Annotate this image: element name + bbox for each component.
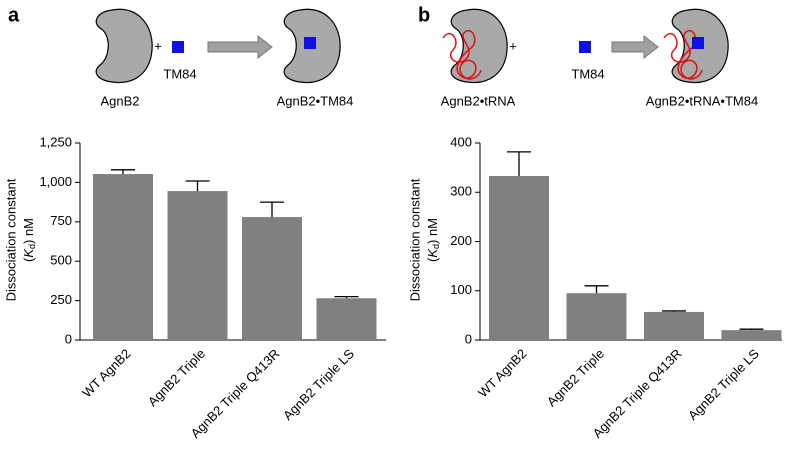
y-tick-label: 0 xyxy=(465,331,472,346)
ligand xyxy=(304,37,316,49)
error-bar xyxy=(185,180,210,192)
y-tick-label: 400 xyxy=(450,134,472,149)
y-tick-label: 0 xyxy=(65,331,72,346)
y-tick-label: 250 xyxy=(50,292,72,307)
ligand-label: TM84 xyxy=(163,66,196,81)
bar xyxy=(316,298,377,340)
y-axis-label: (Kd) nM xyxy=(425,218,441,262)
y-axis-label-part: K xyxy=(425,248,440,258)
y-axis-label-part: ) nM xyxy=(425,218,440,244)
x-tick-label: WT AgnB2 xyxy=(79,346,133,400)
left-label: AgnB2•tRNA xyxy=(441,93,516,108)
y-axis-label-part: K xyxy=(21,248,36,258)
x-tick-label: AgnB2 Triple xyxy=(544,346,607,409)
error-bar xyxy=(507,151,531,176)
panel-letter: a xyxy=(8,4,20,26)
x-tick-label: WT AgnB2 xyxy=(475,346,529,400)
x-tick-label: AgnB2 Triple LS xyxy=(280,346,357,423)
y-axis-label-part: d xyxy=(431,244,441,249)
error-bar xyxy=(584,285,609,294)
error-bar xyxy=(662,310,686,312)
x-tick-label: AgnB2 Triple xyxy=(145,346,208,409)
y-axis-label: Dissociation constant xyxy=(3,178,18,301)
panel-letter: b xyxy=(418,4,430,26)
x-tick-label: AgnB2 Triple Q413R xyxy=(590,346,685,441)
ligand xyxy=(579,41,591,53)
y-tick-label: 750 xyxy=(50,213,72,228)
arrow xyxy=(611,34,659,60)
bar xyxy=(566,293,627,340)
y-axis-label-part: d xyxy=(27,244,37,249)
error-bar xyxy=(111,169,135,175)
error-bar xyxy=(260,201,284,218)
protein-shape xyxy=(450,8,508,84)
y-tick-label: 300 xyxy=(450,184,472,199)
trna xyxy=(442,29,482,80)
bar xyxy=(242,217,302,340)
arrow xyxy=(207,34,273,60)
bar xyxy=(93,174,153,340)
bar xyxy=(721,330,782,340)
y-tick-label: 1,250 xyxy=(39,134,72,149)
y-tick-label: 1,000 xyxy=(39,174,72,189)
y-tick-label: 500 xyxy=(50,253,72,268)
ligand-label: TM84 xyxy=(571,66,604,81)
x-tick-label: AgnB2 Triple LS xyxy=(685,346,762,423)
y-axis-label-part: ( xyxy=(425,257,440,262)
y-axis-label-part: ) nM xyxy=(21,218,36,244)
right-label: AgnB2•TM84 xyxy=(277,93,354,108)
ligand xyxy=(172,41,184,53)
bar xyxy=(644,311,704,340)
ligand xyxy=(692,37,704,49)
y-axis-label-part: ( xyxy=(21,257,36,262)
bar xyxy=(167,191,228,340)
bar xyxy=(489,175,549,340)
plus-sign: + xyxy=(509,38,517,53)
y-axis-label: (Kd) nM xyxy=(21,218,37,262)
plus-sign: + xyxy=(154,38,162,53)
y-tick-label: 200 xyxy=(450,233,472,248)
error-bar xyxy=(334,296,359,299)
right-label: AgnB2•tRNA•TM84 xyxy=(646,93,758,108)
protein-shape xyxy=(95,8,153,84)
error-bar xyxy=(739,328,764,331)
y-axis-label: Dissociation constant xyxy=(407,178,422,301)
y-tick-label: 100 xyxy=(450,282,472,297)
left-label: AgnB2 xyxy=(100,93,139,108)
